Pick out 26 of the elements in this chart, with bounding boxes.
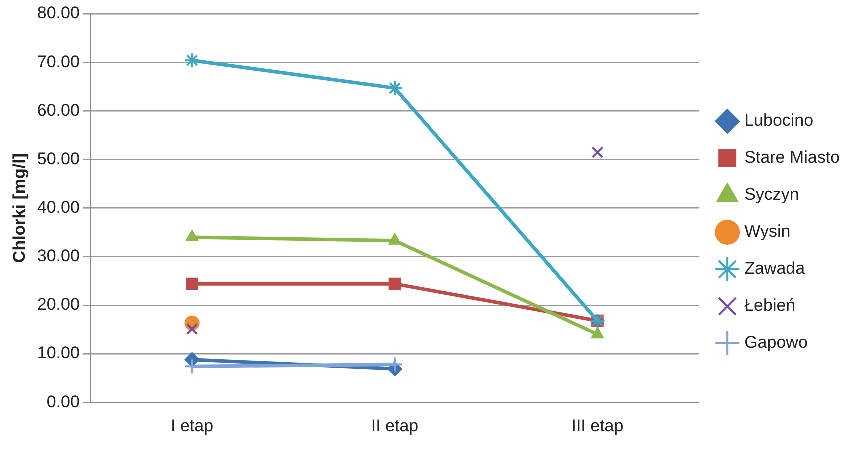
y-axis-title: Chlorki [mg/l] — [10, 154, 29, 264]
y-tick-label: 80.00 — [37, 4, 80, 23]
legend-label: Zawada — [744, 259, 806, 278]
point — [388, 278, 402, 290]
legend-label: Łebień — [744, 296, 796, 316]
point — [186, 323, 198, 336]
y-tick-label: 50.00 — [37, 149, 80, 168]
legend-label: Gapowo — [744, 333, 808, 352]
legend-label: Lubocino — [744, 111, 814, 130]
point — [387, 80, 404, 96]
x-tick-label: III etap — [572, 416, 624, 436]
y-tick-label: 30.00 — [37, 246, 80, 266]
y-tick-label: 10.00 — [37, 344, 80, 363]
legend-label: Syczyn — [744, 185, 800, 204]
y-tick-label: 60.00 — [37, 100, 80, 120]
y-tick-label: 20.00 — [37, 295, 80, 314]
x-tick-label: I etap — [171, 416, 214, 436]
y-tick-label: 40.00 — [37, 198, 80, 217]
point — [592, 146, 604, 158]
y-tick-label: 0.00 — [46, 392, 80, 412]
legend-label: Stare Miasto — [744, 148, 840, 168]
y-tick-label: 70.00 — [37, 52, 80, 72]
legend-label: Wysin — [744, 222, 791, 242]
x-tick-label: II etap — [371, 416, 419, 436]
point — [186, 278, 198, 290]
point — [184, 52, 200, 69]
